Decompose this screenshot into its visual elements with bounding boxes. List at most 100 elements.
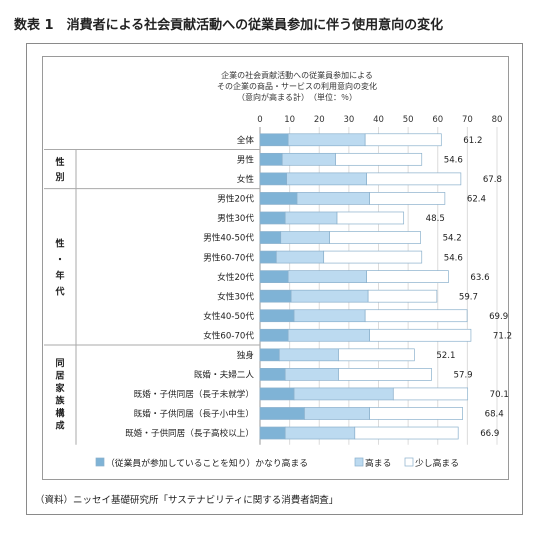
legend-label-2: 少し高まる bbox=[415, 457, 459, 469]
bar-segment-0 bbox=[259, 328, 289, 342]
bar-segment-2 bbox=[323, 250, 423, 264]
bar-segment-1 bbox=[280, 231, 330, 244]
legend-swatch-1 bbox=[354, 457, 364, 467]
category-label: 女性40-50代 bbox=[203, 310, 254, 322]
bar-segment-1 bbox=[286, 172, 368, 186]
group-label-char: 構 bbox=[55, 407, 64, 419]
bar-segment-0 bbox=[259, 250, 277, 264]
source-note: （資料）ニッセイ基礎研究所「サステナビリティに関する消費者調査」 bbox=[35, 495, 339, 506]
bar-segment-2 bbox=[354, 426, 459, 440]
bar-segment-1 bbox=[284, 211, 338, 225]
category-label: 男性40-50代 bbox=[203, 232, 254, 244]
bar-segment-2 bbox=[366, 270, 449, 283]
group-label-char: 性 bbox=[55, 237, 64, 249]
total-value-label: 57.9 bbox=[454, 371, 473, 381]
x-tick-label-60: 60 bbox=[432, 115, 443, 125]
bar-segment-0 bbox=[259, 289, 292, 303]
total-value-label: 54.6 bbox=[444, 156, 463, 166]
total-value-label: 66.9 bbox=[480, 429, 499, 439]
legend-swatch-2 bbox=[404, 457, 414, 467]
total-value-label: 71.2 bbox=[493, 331, 512, 341]
bar-segment-2 bbox=[364, 133, 442, 147]
x-tick-label-10: 10 bbox=[284, 115, 295, 125]
total-value-label: 48.5 bbox=[426, 214, 445, 224]
total-value-label: 69.9 bbox=[489, 312, 508, 322]
category-label: 男性60-70代 bbox=[203, 251, 254, 263]
bar-segment-0 bbox=[259, 348, 280, 362]
group-label-2: 性・年代 bbox=[54, 237, 64, 297]
bar-segment-1 bbox=[290, 289, 369, 303]
total-value-label: 62.4 bbox=[467, 195, 486, 205]
x-tick-label-20: 20 bbox=[314, 115, 325, 125]
group-label-char: 代 bbox=[54, 285, 64, 297]
bar-segment-0 bbox=[259, 211, 286, 225]
bar-segment-1 bbox=[275, 250, 325, 264]
total-value-label: 61.2 bbox=[463, 136, 482, 146]
x-tick-label-70: 70 bbox=[462, 115, 473, 125]
category-label: 独身 bbox=[237, 349, 255, 361]
x-tick-label-0: 0 bbox=[257, 115, 262, 125]
bar-segment-2 bbox=[335, 152, 423, 166]
chart-title-line-1: 企業の社会貢献活動への従業員参加による bbox=[221, 71, 373, 80]
bar-segment-0 bbox=[259, 368, 286, 381]
x-tick-label-50: 50 bbox=[403, 115, 414, 125]
bar-segment-2 bbox=[336, 211, 405, 225]
bar-segment-2 bbox=[364, 309, 468, 323]
group-label-3: 同居家族構成 bbox=[55, 358, 65, 432]
group-label-1: 性別 bbox=[54, 156, 64, 183]
bar-segment-2 bbox=[338, 368, 432, 381]
x-tick-label-40: 40 bbox=[373, 115, 384, 125]
legend-swatch-0 bbox=[95, 457, 105, 467]
bar-segment-1 bbox=[281, 152, 336, 166]
group-label-char: 族 bbox=[55, 395, 65, 407]
bar-segment-1 bbox=[304, 407, 370, 420]
total-value-label: 63.6 bbox=[470, 273, 489, 283]
legend-label-0: （従業員が参加していることを知り）かなり高まる bbox=[106, 457, 308, 469]
bar-segment-2 bbox=[369, 328, 472, 342]
bar-segment-0 bbox=[259, 426, 286, 440]
category-label: 既婚・夫婦二人 bbox=[194, 369, 255, 381]
group-label-char: 成 bbox=[55, 420, 64, 432]
bar-segment-0 bbox=[259, 152, 283, 166]
bar-segment-0 bbox=[259, 231, 282, 244]
bar-segment-1 bbox=[293, 387, 394, 401]
chart-title-line-2: その企業の商品・サービスの利用意向の変化 bbox=[217, 82, 377, 91]
category-label: 全体 bbox=[237, 134, 255, 146]
category-label: 女性20代 bbox=[217, 271, 254, 283]
bar-segment-2 bbox=[338, 348, 415, 362]
category-label: 男性 bbox=[237, 154, 255, 166]
bar-segment-1 bbox=[278, 348, 339, 362]
total-value-label: 52.1 bbox=[436, 351, 455, 361]
total-value-label: 54.6 bbox=[444, 253, 463, 263]
total-value-label: 59.7 bbox=[459, 292, 478, 302]
bar-segment-1 bbox=[287, 270, 367, 283]
category-label: 女性60-70代 bbox=[203, 329, 254, 341]
bar-segment-0 bbox=[259, 407, 305, 420]
total-value-label: 70.1 bbox=[490, 390, 509, 400]
total-value-label: 68.4 bbox=[485, 410, 504, 420]
category-label: 既婚・子供同居（長子小中生） bbox=[134, 408, 254, 420]
bar-segment-0 bbox=[259, 133, 289, 147]
bar-segment-1 bbox=[287, 133, 366, 147]
bar-segment-0 bbox=[259, 270, 289, 283]
bar-segment-2 bbox=[329, 231, 421, 244]
group-label-char: 性 bbox=[55, 156, 64, 168]
category-label: 既婚・子供同居（長子高校以上） bbox=[125, 427, 254, 439]
bar-segment-2 bbox=[366, 172, 462, 186]
legend-label-1: 高まる bbox=[365, 457, 391, 469]
category-label: 男性20代 bbox=[217, 193, 254, 205]
figure-title: 数表 1 消費者による社会貢献活動への従業員参加に伴う使用意向の変化 bbox=[14, 18, 444, 33]
total-value-label: 67.8 bbox=[483, 175, 502, 185]
category-label: 既婚・子供同居（長子未就学） bbox=[134, 388, 254, 400]
bar-segment-0 bbox=[259, 192, 298, 205]
group-label-char: ・ bbox=[55, 255, 64, 265]
category-label: 女性 bbox=[237, 173, 255, 185]
bar-segment-0 bbox=[259, 172, 288, 186]
bar-segment-2 bbox=[369, 192, 446, 205]
total-value-label: 54.2 bbox=[443, 234, 462, 244]
category-label: 男性30代 bbox=[217, 212, 254, 224]
group-label-char: 年 bbox=[55, 269, 64, 281]
bar-segment-2 bbox=[392, 387, 469, 401]
group-label-char: 家 bbox=[55, 382, 65, 394]
bar-segment-1 bbox=[284, 368, 339, 381]
